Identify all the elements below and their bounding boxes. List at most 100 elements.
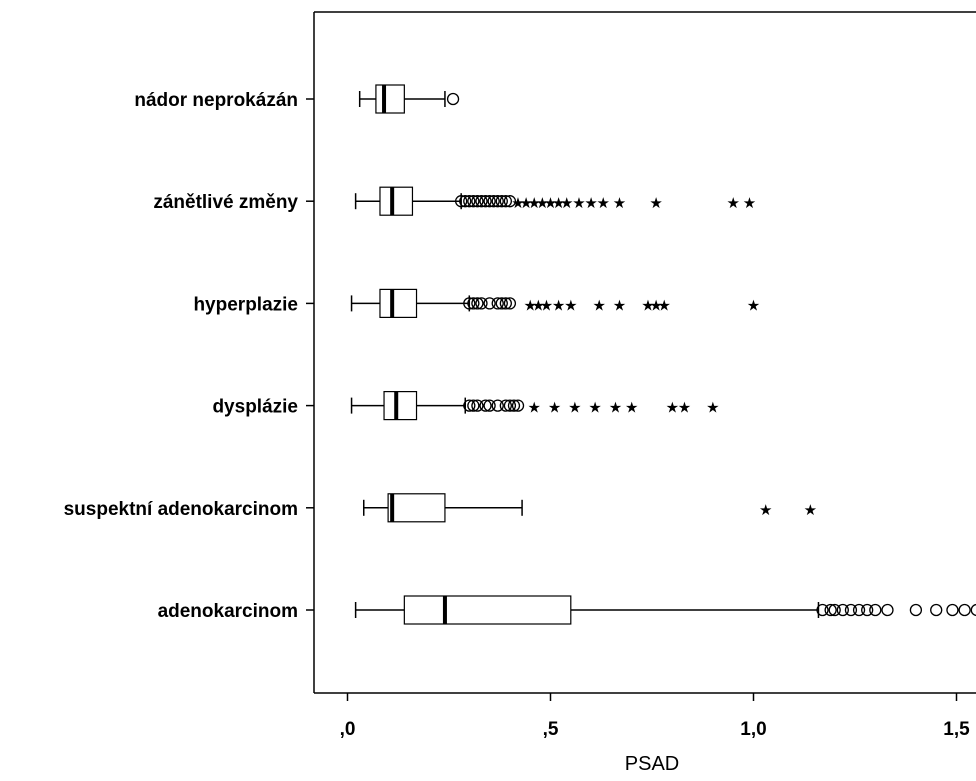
value-axis: ,0,51,01,52,02,53,0 <box>340 693 970 740</box>
extreme-point: ★ <box>532 296 545 314</box>
outlier-point <box>824 603 837 617</box>
outlier-point <box>958 603 971 617</box>
extreme-point: ★ <box>548 399 561 417</box>
outlier-point <box>483 195 496 208</box>
outlier-point <box>487 195 500 208</box>
outlier-point <box>507 399 521 412</box>
outlier-point <box>491 195 504 208</box>
outlier-point <box>471 399 484 412</box>
extreme-point: ★ <box>544 194 557 212</box>
outlier-point <box>499 399 512 412</box>
extreme-point: ★ <box>536 194 549 212</box>
boxes-layer: ★★★★★★★★★★★★★★★★★★★★★★★★★★★★★★★★★★★★★★★★… <box>350 84 976 625</box>
outlier-point <box>828 603 841 617</box>
outlier-point <box>467 195 480 208</box>
iqr-box <box>403 595 572 625</box>
outlier-point <box>471 195 484 208</box>
extreme-point: ★ <box>597 194 610 212</box>
extreme-point: ★ <box>678 399 691 417</box>
extreme-point: ★ <box>641 296 654 314</box>
outlier-point <box>970 603 976 617</box>
extreme-point: ★ <box>568 399 581 417</box>
extreme-point: ★ <box>584 194 597 212</box>
extreme-point: ★ <box>572 194 585 212</box>
iqr-box <box>383 391 418 421</box>
extreme-point: ★ <box>804 501 817 519</box>
category-label: zánětlivé změny <box>153 192 298 213</box>
iqr-box <box>379 288 418 318</box>
category-label: hyperplazie <box>193 294 298 315</box>
outlier-point <box>479 195 492 208</box>
outlier-point <box>491 297 504 310</box>
box-group: ★★★★★★★★★★★★★ <box>350 288 760 318</box>
box-group: ★ ★ ★ ★ ★ ★ ★★ ★ <box>350 391 720 421</box>
outlier-point <box>861 603 874 617</box>
outlier-point <box>836 603 849 617</box>
outlier-point <box>909 603 923 617</box>
outlier-point <box>503 399 517 412</box>
extreme-point: ★ <box>552 194 565 212</box>
outlier-point <box>455 195 468 208</box>
outlier-point <box>816 603 829 617</box>
outlier-point <box>483 399 496 412</box>
extreme-point: ★ <box>625 399 638 417</box>
extreme-point: ★ <box>759 501 772 519</box>
extreme-point: ★ <box>519 194 532 212</box>
x-tick-label: ,5 <box>543 719 559 740</box>
extreme-point: ★ <box>592 296 605 314</box>
outlier-point <box>467 297 480 310</box>
extreme-point: ★ <box>588 399 601 417</box>
extreme-point: ★ <box>613 194 626 212</box>
outlier-point <box>844 603 858 617</box>
x-tick-label: ,0 <box>340 719 356 740</box>
outlier-point <box>503 297 517 310</box>
extreme-point: ★ <box>613 296 626 314</box>
outlier-point <box>475 195 488 208</box>
x-tick-label: 1,0 <box>740 719 766 740</box>
extreme-point: ★ <box>743 194 756 212</box>
extreme-point: ★ <box>649 296 662 314</box>
category-axis: nádor neprokázán zánětlivé změny hyperplaz… <box>64 90 314 622</box>
extreme-point: ★ <box>511 194 524 212</box>
extreme-point: ★ <box>609 399 622 417</box>
outlier-point <box>463 297 476 310</box>
outlier-point <box>475 297 488 310</box>
extreme-point: ★ <box>726 194 739 212</box>
iqr-box <box>375 84 405 114</box>
outlier-point <box>463 195 476 208</box>
category-label: dysplázie <box>212 397 298 418</box>
x-axis-title: PSAD <box>625 753 679 775</box>
box-group: ★★★★★★★★★★★★★★★★★★★★★★★★★★★★★★★★★★ <box>354 595 976 625</box>
box-group: ★ ★ <box>362 493 817 523</box>
extreme-point: ★ <box>528 399 541 417</box>
extreme-point: ★ <box>540 296 553 314</box>
category-label: adenokarcinom <box>158 601 298 622</box>
outlier-point <box>446 92 460 106</box>
outlier-point <box>467 399 480 412</box>
extreme-point: ★ <box>523 296 536 314</box>
outlier-point <box>499 297 512 310</box>
outlier-point <box>852 603 866 617</box>
extreme-point: ★ <box>657 296 670 314</box>
outlier-point <box>491 399 504 412</box>
extreme-point: ★ <box>560 194 573 212</box>
outlier-point <box>459 195 472 208</box>
extreme-point: ★ <box>528 194 541 212</box>
extreme-point: ★ <box>552 296 565 314</box>
outlier-point <box>930 603 943 617</box>
category-label: nádor neprokázán <box>134 90 298 111</box>
extreme-point: ★ <box>706 399 719 417</box>
iqr-box <box>387 493 446 523</box>
x-tick-label: 1,5 <box>943 719 970 740</box>
box-group <box>358 84 460 114</box>
outlier-point <box>479 399 492 412</box>
outlier-point <box>495 195 508 208</box>
extreme-point: ★ <box>747 296 760 314</box>
outlier-point <box>511 399 525 412</box>
extreme-point: ★ <box>649 194 662 212</box>
outlier-point <box>881 603 894 617</box>
outlier-point <box>463 399 476 412</box>
category-label: suspektní adenokarcinom <box>64 499 298 520</box>
outlier-point <box>499 195 512 208</box>
